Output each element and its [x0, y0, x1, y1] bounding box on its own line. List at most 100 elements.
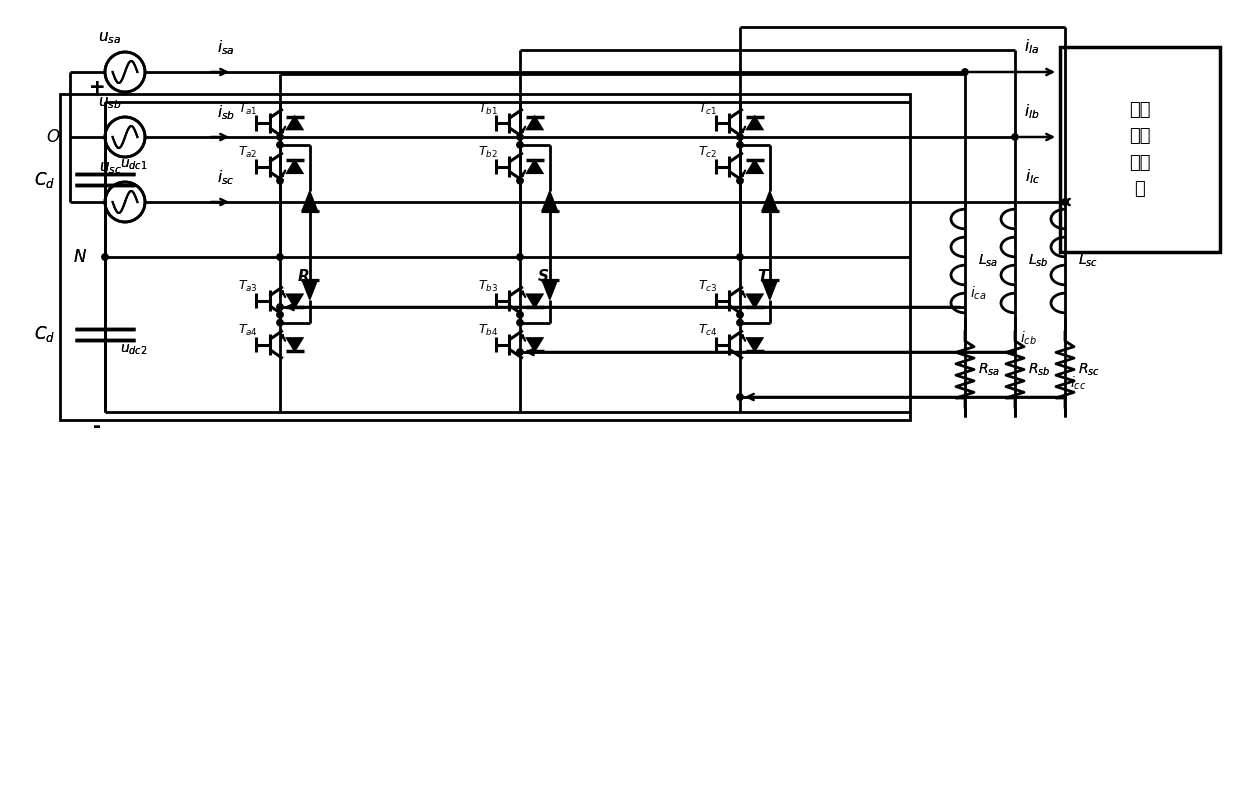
Circle shape — [517, 177, 523, 184]
Text: $L_{{sa}}$: $L_{{sa}}$ — [978, 253, 998, 269]
Polygon shape — [542, 280, 558, 299]
Text: $L_{{sc}}$: $L_{{sc}}$ — [1078, 253, 1099, 269]
Text: $T_{{c2}}$: $T_{{c2}}$ — [698, 146, 717, 161]
Text: $T_{{a4}}$: $T_{{a4}}$ — [238, 323, 258, 338]
Circle shape — [962, 69, 968, 75]
Polygon shape — [527, 116, 542, 129]
Circle shape — [277, 253, 283, 261]
Text: $i_{{sb}}$: $i_{{sb}}$ — [217, 103, 236, 122]
Polygon shape — [286, 161, 303, 173]
Circle shape — [517, 253, 523, 261]
Text: T: T — [758, 269, 768, 284]
Text: R: R — [298, 269, 309, 284]
Text: $i_{{lb}}$: $i_{{lb}}$ — [1024, 102, 1039, 121]
Text: $i_{{la}}$: $i_{{la}}$ — [1024, 37, 1039, 56]
Text: $L_{{sb}}$: $L_{{sb}}$ — [1028, 253, 1049, 269]
Polygon shape — [763, 191, 777, 211]
Circle shape — [737, 394, 743, 400]
Text: $u_{{sc}}$: $u_{{sc}}$ — [98, 160, 122, 176]
Text: $T_{{b2}}$: $T_{{b2}}$ — [477, 146, 497, 161]
Text: $T_{{a1}}$: $T_{{a1}}$ — [238, 101, 258, 116]
Text: $C_d$: $C_d$ — [33, 169, 55, 189]
Polygon shape — [303, 280, 317, 299]
Text: $u_{{sa}}$: $u_{{sa}}$ — [98, 30, 122, 46]
Circle shape — [277, 134, 283, 140]
Text: $L_{{sa}}$: $L_{{sa}}$ — [978, 253, 998, 269]
Circle shape — [277, 304, 283, 310]
Text: $R_{{sb}}$: $R_{{sb}}$ — [1028, 361, 1050, 378]
Text: $u_{dc2}$: $u_{dc2}$ — [120, 342, 148, 357]
Text: -: - — [93, 417, 100, 436]
Circle shape — [277, 142, 283, 148]
Text: $R_{{sb}}$: $R_{{sb}}$ — [1028, 361, 1050, 378]
Circle shape — [737, 319, 743, 326]
Polygon shape — [286, 116, 303, 129]
Text: $R_{{sc}}$: $R_{{sc}}$ — [1078, 361, 1100, 378]
Circle shape — [517, 311, 523, 318]
Polygon shape — [527, 161, 542, 173]
Text: $T_{{a3}}$: $T_{{a3}}$ — [238, 280, 258, 295]
Circle shape — [517, 134, 523, 140]
Text: $u_{{sc}}$: $u_{{sc}}$ — [98, 160, 122, 176]
Circle shape — [1012, 134, 1018, 140]
Text: -: - — [93, 417, 100, 436]
Circle shape — [102, 253, 108, 261]
Text: $i_{{sc}}$: $i_{{sc}}$ — [217, 168, 234, 187]
Text: $i_{{cc}}$: $i_{{cc}}$ — [1070, 375, 1086, 392]
Polygon shape — [527, 338, 542, 351]
Text: $u_{dc1}$: $u_{dc1}$ — [120, 157, 148, 172]
Text: $C_d$: $C_d$ — [33, 325, 55, 345]
Text: $L_{{sc}}$: $L_{{sc}}$ — [1078, 253, 1099, 269]
Polygon shape — [542, 191, 558, 211]
Text: +: + — [89, 78, 105, 97]
Polygon shape — [746, 161, 763, 173]
Polygon shape — [303, 191, 317, 211]
Polygon shape — [746, 116, 763, 129]
Circle shape — [1061, 199, 1068, 205]
Text: $T_{{c3}}$: $T_{{c3}}$ — [698, 280, 717, 295]
Text: $R_{{sa}}$: $R_{{sa}}$ — [978, 361, 999, 378]
Circle shape — [517, 319, 523, 326]
Text: $i_{{lc}}$: $i_{{lc}}$ — [1024, 167, 1039, 186]
Polygon shape — [746, 338, 763, 351]
Circle shape — [517, 142, 523, 148]
Text: $N$: $N$ — [73, 248, 87, 266]
Circle shape — [277, 177, 283, 184]
Text: $T_{{b4}}$: $T_{{b4}}$ — [477, 323, 498, 338]
Text: $i_{{sc}}$: $i_{{sc}}$ — [217, 168, 234, 187]
Polygon shape — [286, 338, 303, 351]
Text: $T_{{b3}}$: $T_{{b3}}$ — [477, 280, 498, 295]
Text: $C_d$: $C_d$ — [33, 325, 55, 345]
Text: $T_{{c4}}$: $T_{{c4}}$ — [698, 323, 718, 338]
Circle shape — [277, 319, 283, 326]
FancyBboxPatch shape — [1060, 47, 1220, 252]
Text: $O$: $O$ — [46, 128, 60, 146]
Polygon shape — [763, 280, 777, 299]
Text: $C_d$: $C_d$ — [33, 169, 55, 189]
Text: $T_{{b1}}$: $T_{{b1}}$ — [477, 101, 498, 116]
Text: $i_{{cb}}$: $i_{{cb}}$ — [1021, 329, 1037, 347]
Text: +: + — [89, 78, 105, 97]
Text: $i_{{sa}}$: $i_{{sa}}$ — [217, 38, 234, 57]
Text: $T_{{a2}}$: $T_{{a2}}$ — [238, 146, 258, 161]
Text: $u_{dc2}$: $u_{dc2}$ — [120, 342, 148, 357]
Text: $u_{dc1}$: $u_{dc1}$ — [120, 157, 148, 172]
Circle shape — [737, 311, 743, 318]
Text: $i_{{la}}$: $i_{{la}}$ — [1024, 37, 1039, 56]
Text: $u_{{sb}}$: $u_{{sb}}$ — [98, 95, 122, 111]
Text: $i_{{lc}}$: $i_{{lc}}$ — [1024, 167, 1039, 186]
Text: $L_{{sb}}$: $L_{{sb}}$ — [1028, 253, 1049, 269]
Circle shape — [737, 177, 743, 184]
Polygon shape — [286, 295, 303, 307]
Text: $u_{{sa}}$: $u_{{sa}}$ — [98, 30, 122, 46]
Text: $i_{{ca}}$: $i_{{ca}}$ — [970, 284, 987, 302]
Text: 三相
非线
性负
载: 三相 非线 性负 载 — [1130, 101, 1151, 198]
Circle shape — [517, 348, 523, 355]
Text: $R_{{sc}}$: $R_{{sc}}$ — [1078, 361, 1100, 378]
Text: $i_{{lb}}$: $i_{{lb}}$ — [1024, 102, 1039, 121]
Text: S: S — [537, 269, 548, 284]
Text: $i_{{sa}}$: $i_{{sa}}$ — [217, 38, 234, 57]
Polygon shape — [527, 295, 542, 307]
Text: $R_{{sa}}$: $R_{{sa}}$ — [978, 361, 999, 378]
Text: $i_{{sb}}$: $i_{{sb}}$ — [217, 103, 236, 122]
